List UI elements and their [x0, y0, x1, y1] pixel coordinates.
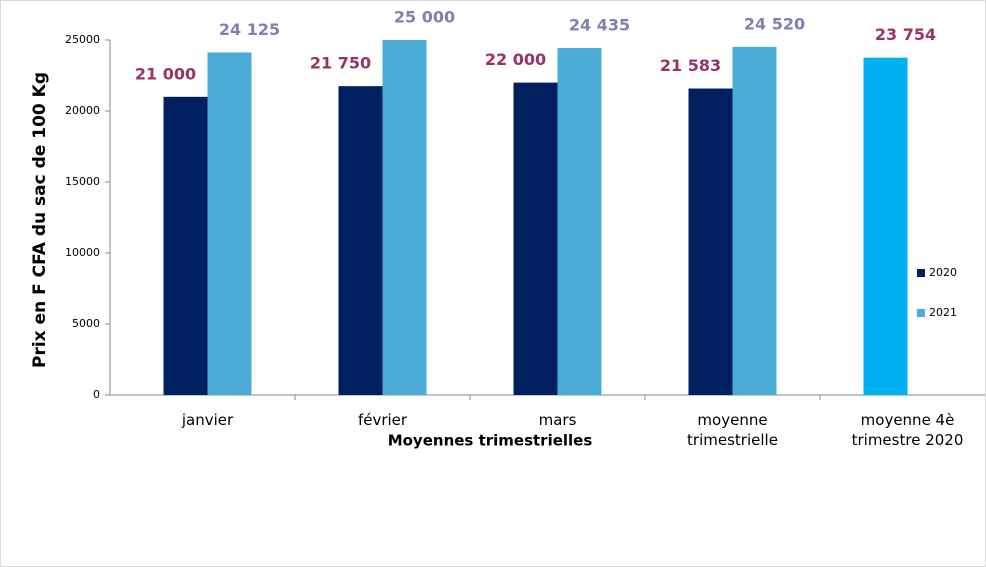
value-label: 24 125 [219, 20, 280, 39]
bar [732, 46, 777, 395]
bar [513, 82, 558, 395]
value-label: 24 435 [569, 16, 630, 35]
bar [688, 88, 733, 396]
value-label: 24 520 [744, 14, 805, 33]
y-axis-title: Prix en F CFA du sac de 100 Kg [30, 72, 50, 368]
legend-label: 2020 [929, 266, 957, 279]
value-label: 21 750 [310, 54, 371, 73]
y-tick-label: 15000 [65, 175, 100, 188]
value-label: 23 754 [875, 25, 936, 44]
x-tick-label: février [358, 411, 408, 429]
bar [863, 57, 908, 395]
bar [557, 48, 602, 395]
y-tick-label: 25000 [65, 33, 100, 46]
legend-label: 2021 [929, 306, 957, 319]
y-tick-label: 5000 [72, 317, 100, 330]
bar [338, 86, 383, 396]
value-label: 25 000 [394, 8, 455, 27]
y-tick-label: 10000 [65, 246, 100, 259]
x-tick-label: moyenne 4è trimestre 2020 [852, 411, 964, 449]
x-tick-label: mars [539, 411, 577, 429]
bar [163, 96, 208, 396]
x-tick-label: janvier [181, 411, 234, 429]
x-axis-title: Moyennes trimestrielles [388, 432, 593, 450]
y-tick-label: 20000 [65, 104, 100, 117]
legend-swatch [917, 269, 925, 277]
y-tick-label: 0 [93, 388, 100, 401]
bar [207, 52, 252, 396]
value-label: 21 583 [660, 56, 721, 75]
value-label: 22 000 [485, 50, 546, 69]
legend-swatch [917, 309, 925, 317]
value-label: 21 000 [135, 64, 196, 83]
x-tick-label: moyenne trimestrielle [687, 411, 778, 449]
bar [382, 40, 427, 395]
